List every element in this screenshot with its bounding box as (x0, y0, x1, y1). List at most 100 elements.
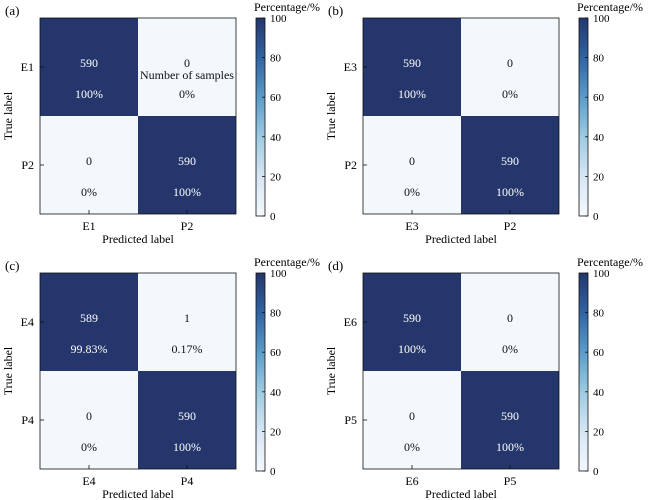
cell-percentage: 0% (502, 87, 518, 101)
matrix-cell (363, 116, 461, 214)
cell-count: 0 (86, 409, 92, 423)
panel-label: (a) (5, 3, 19, 18)
cell-percentage: 0% (81, 185, 97, 199)
cell-count: 590 (403, 56, 421, 70)
colorbar-tick-label: 80 (270, 308, 282, 320)
colorbar-tick-label: 0 (593, 466, 599, 478)
cell-percentage: 100% (173, 185, 201, 199)
cell-percentage: 0% (502, 342, 518, 356)
x-axis-label: Predicted label (102, 487, 174, 500)
y-tick-label: P2 (344, 158, 357, 172)
cell-count: 590 (403, 311, 421, 325)
matrix-cell (461, 371, 559, 469)
colorbar-tick-label: 80 (593, 308, 605, 320)
colorbar-tick-label: 40 (270, 132, 282, 144)
matrix-frame (39, 272, 237, 470)
colorbar-tick-label: 60 (270, 347, 282, 359)
cell-percentage: 100% (496, 440, 524, 454)
confusion-matrix-panel: (b) 590 100% 0 0% 0 0% 590 100% E3 E3 P2 P2 Predicted… (324, 0, 643, 246)
panel-label: (d) (328, 258, 343, 273)
x-tick-label: E4 (82, 474, 95, 488)
colorbar (578, 272, 589, 472)
cell-count: 0 (409, 154, 415, 168)
confusion-matrix-panel: (d) 590 100% 0 0% 0 0% 590 100% E6 E6 P5 P5 Predicted… (324, 255, 643, 500)
matrix-cell (138, 371, 236, 469)
cell-count: 0 (507, 311, 513, 325)
matrix-frame (362, 272, 560, 470)
cell-count: 1 (184, 311, 190, 325)
cell-percentage: 0% (81, 440, 97, 454)
x-tick-label: P2 (504, 219, 517, 233)
colorbar (578, 17, 589, 217)
matrix-cell (461, 116, 559, 214)
colorbar-tick-label: 0 (593, 211, 599, 223)
y-tick-label: P2 (21, 158, 34, 172)
cell-count: 590 (178, 154, 196, 168)
matrix-frame (39, 17, 237, 215)
cell-count: 590 (501, 409, 519, 423)
colorbar-tick-label: 60 (270, 92, 282, 104)
y-axis-label: True label (1, 346, 15, 395)
cell-percentage: 99.83% (71, 342, 108, 356)
x-tick-label: E3 (405, 219, 418, 233)
cell-percentage: 100% (398, 87, 426, 101)
y-tick-label: E4 (21, 315, 34, 329)
y-tick-label: E3 (344, 60, 357, 74)
cell-percentage: 0% (179, 87, 195, 101)
matrix-cell (461, 18, 559, 116)
x-axis-label: Predicted label (425, 232, 497, 246)
cell-count: 589 (80, 311, 98, 325)
y-tick-label: P4 (21, 413, 34, 427)
y-tick-label: E6 (344, 315, 357, 329)
x-tick-label: P4 (181, 474, 194, 488)
matrix-cell (363, 371, 461, 469)
cell-percentage: 100% (398, 342, 426, 356)
x-tick-label: E1 (82, 219, 95, 233)
colorbar-tick-label: 100 (270, 13, 287, 25)
matrix-cell (40, 18, 138, 116)
y-tick-label: P5 (344, 413, 357, 427)
matrix-cell (138, 116, 236, 214)
y-axis-label: True label (1, 91, 15, 140)
matrix-cell (138, 273, 236, 371)
colorbar-tick-label: 0 (270, 466, 276, 478)
cell-percentage: 100% (496, 185, 524, 199)
cell-percentage: 100% (75, 87, 103, 101)
matrix-frame (362, 17, 560, 215)
colorbar-title: Percentage/% (577, 0, 643, 14)
colorbar-tick-label: 60 (593, 92, 605, 104)
colorbar-tick-label: 20 (270, 171, 282, 183)
x-tick-label: E6 (405, 474, 418, 488)
matrix-cell (363, 18, 461, 116)
x-tick-label: P2 (181, 219, 194, 233)
matrix-cell (461, 273, 559, 371)
cell-count: 0 (86, 154, 92, 168)
cell-count: 0 (184, 56, 190, 70)
colorbar-tick-label: 80 (593, 53, 605, 65)
cell-count: 0 (409, 409, 415, 423)
y-axis-label: True label (324, 346, 338, 395)
cell-percentage: 0% (404, 440, 420, 454)
cell-count: 0 (507, 56, 513, 70)
colorbar-tick-label: 40 (593, 132, 605, 144)
cell-count: 590 (80, 56, 98, 70)
colorbar-title: Percentage/% (254, 255, 320, 269)
colorbar-tick-label: 0 (270, 211, 276, 223)
y-axis-label: True label (324, 91, 338, 140)
cell-percentage: 0.17% (172, 342, 203, 356)
x-axis-label: Predicted label (425, 487, 497, 500)
colorbar-tick-label: 100 (593, 268, 610, 280)
colorbar-tick-label: 80 (270, 53, 282, 65)
colorbar-tick-label: 40 (593, 387, 605, 399)
colorbar-tick-label: 20 (593, 171, 605, 183)
panel-label: (c) (5, 258, 19, 273)
colorbar (255, 272, 266, 472)
matrix-cell (40, 116, 138, 214)
confusion-matrix-panel: (a) 590 100% 0 0% 0 0% 590 100% Number of samples… (1, 0, 320, 246)
cell-percentage: 100% (173, 440, 201, 454)
matrix-cell (363, 273, 461, 371)
confusion-matrix-panel: (c) 589 99.83% 1 0.17% 0 0% 590 100% E4 E4 P4 P4 Pred… (1, 255, 320, 500)
colorbar-tick-label: 20 (593, 426, 605, 438)
matrix-cell (40, 273, 138, 371)
